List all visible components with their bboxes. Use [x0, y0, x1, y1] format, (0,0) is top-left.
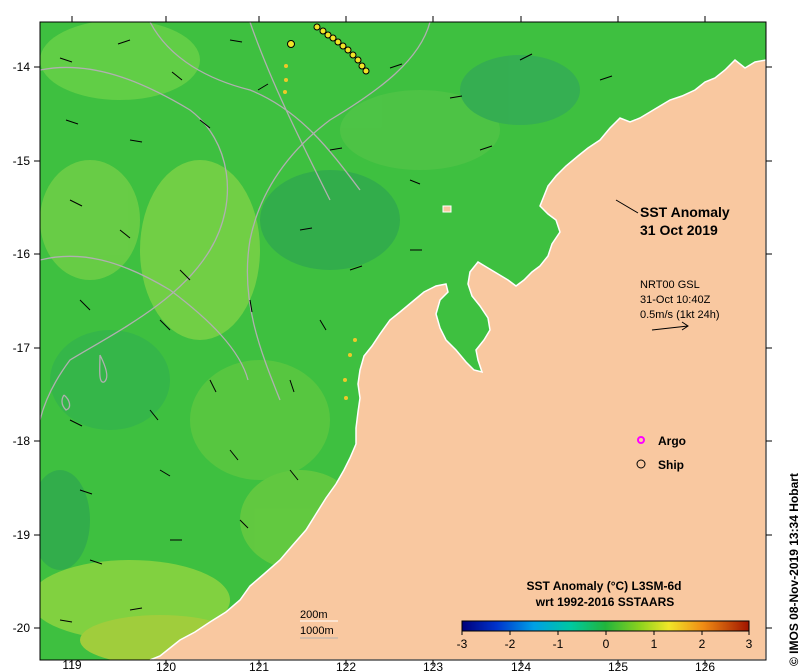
lon-label: 119: [62, 658, 81, 672]
lon-label: 123: [423, 660, 443, 672]
product-time: 31-Oct 10:40Z: [640, 294, 711, 306]
title-pointer: [615, 199, 639, 214]
lon-label: 120: [156, 660, 176, 672]
map-title: SST Anomaly: [640, 204, 730, 220]
colorbar-gradient: [461, 620, 750, 632]
colorbar-subtitle: wrt 1992-2016 SSTAARS: [535, 595, 675, 609]
colorbar: SST Anomaly (°C) L3SM-6d wrt 1992-2016 S…: [457, 579, 753, 651]
ship-dots: [283, 64, 357, 400]
argo-legend: Argo: [637, 434, 686, 448]
colorbar-tick: -3: [457, 637, 468, 651]
colorbar-tick: 1: [651, 637, 658, 651]
lat-label: -16: [13, 247, 31, 261]
depth-legend: 200m 1000m: [300, 609, 338, 639]
argo-icon: [637, 436, 645, 444]
ship-label: Ship: [658, 458, 684, 472]
depth-contours: [40, 22, 431, 421]
lat-label: -19: [13, 528, 31, 542]
colorbar-tick: 3: [746, 637, 753, 651]
colorbar-tick: -1: [553, 637, 564, 651]
colorbar-title: SST Anomaly (°C) L3SM-6d: [526, 579, 681, 593]
lon-label: 121: [249, 660, 269, 672]
depth-200-label: 200m: [300, 609, 328, 621]
lon-label: 122: [336, 660, 356, 672]
depth-1000-label: 1000m: [300, 625, 334, 637]
lat-label: -20: [13, 621, 31, 635]
plot-area: [40, 22, 766, 660]
lon-labels: 119 120 121 122 123 124 125 126: [62, 658, 715, 672]
lon-label: 124: [511, 660, 531, 672]
tick-marks: [34, 16, 772, 666]
colorbar-tick: -2: [505, 637, 516, 651]
colorbar-tick: 0: [603, 637, 610, 651]
credit-text: © IMOS 08-Nov-2019 13:34 Hobart: [787, 473, 801, 666]
colorbar-tick: 2: [699, 637, 706, 651]
ship-legend: Ship: [636, 458, 684, 472]
current-arrows: [59, 39, 613, 623]
lat-label: -15: [13, 154, 31, 168]
lon-label: 126: [695, 660, 715, 672]
lat-label: -18: [13, 434, 31, 448]
sst-patches: [40, 22, 580, 660]
product-label: NRT00 GSL: [640, 279, 700, 291]
plot-frame: [39, 21, 767, 661]
lat-labels: -14 -15 -16 -17 -18 -19 -20: [13, 60, 31, 635]
ship-track: [287, 23, 370, 75]
scale-arrow: [651, 321, 689, 331]
land-mass: [149, 58, 766, 660]
arrow-scale-label: 0.5m/s (1kt 24h): [640, 309, 719, 321]
argo-label: Argo: [658, 434, 686, 448]
lat-label: -17: [13, 341, 31, 355]
ship-icon: [636, 459, 646, 469]
map-date: 31 Oct 2019: [640, 222, 718, 238]
lat-label: -14: [13, 60, 31, 74]
lon-label: 125: [608, 660, 628, 672]
